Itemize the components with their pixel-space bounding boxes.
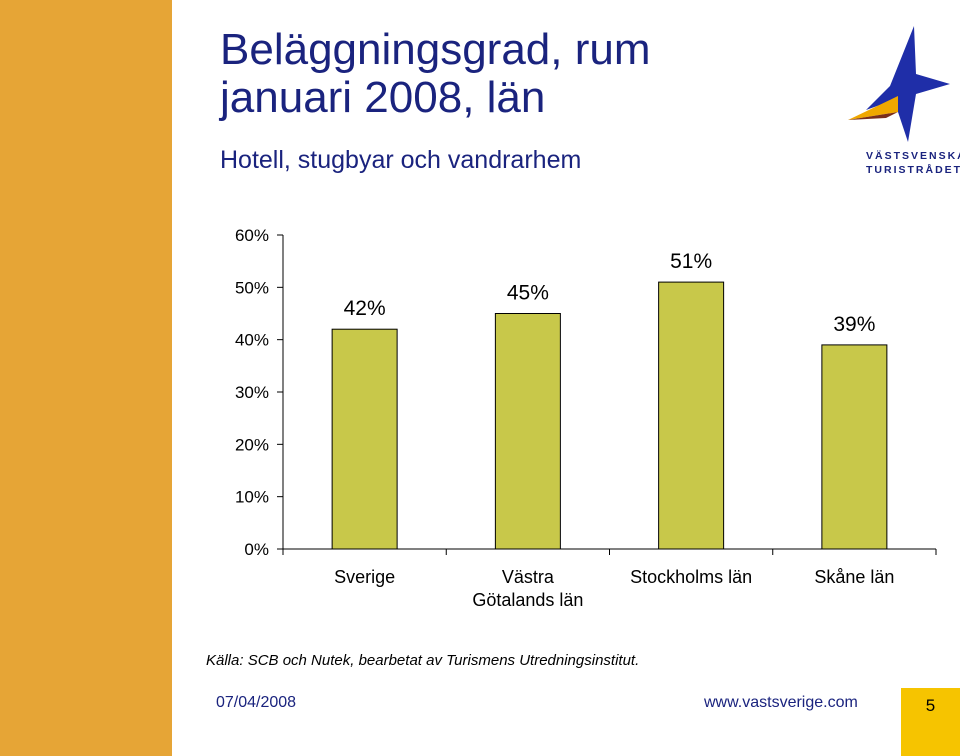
- slide-subtitle: Hotell, stugbyar och vandrarhem: [220, 146, 582, 174]
- page-number: 5: [925, 696, 936, 715]
- data-label: 45%: [507, 282, 549, 305]
- data-label: 51%: [670, 250, 712, 273]
- source-note: Källa: SCB och Nutek, bearbetat av Turis…: [206, 652, 640, 669]
- title-line-1: Beläggningsgrad, rum: [220, 25, 651, 74]
- x-category-label: Stockholms län: [630, 567, 752, 587]
- data-label: 42%: [344, 297, 386, 320]
- x-category-label: Västra: [502, 567, 555, 587]
- bar-chart: 0% 10% 20% 30% 40% 50% 60% 42% Sverige 45% Västra G…: [235, 226, 937, 610]
- y-tick-label: 10%: [235, 488, 269, 507]
- title-line-2: januari 2008, län: [220, 73, 546, 122]
- footer-date: 07/04/2008: [216, 694, 297, 711]
- y-tick-label: 50%: [235, 278, 269, 297]
- y-tick-label: 0%: [244, 540, 269, 559]
- data-label: 39%: [833, 313, 875, 336]
- footer-url: www.vastsverige.com: [704, 694, 858, 711]
- y-tick-label: 40%: [235, 331, 269, 350]
- logo-star-icon: [866, 26, 950, 142]
- x-category-label: Götalands län: [472, 590, 583, 610]
- page-number-box: 5: [901, 688, 960, 756]
- x-category-label: Sverige: [334, 567, 395, 587]
- bar: [821, 344, 888, 550]
- y-tick-label: 30%: [235, 383, 269, 402]
- bar: [494, 313, 561, 550]
- bar: [331, 328, 398, 550]
- y-tick-label: 60%: [235, 226, 269, 245]
- logo-text-line-1: VÄSTSVENSKA: [866, 150, 960, 162]
- side-accent-bar: [0, 0, 172, 756]
- y-tick-label: 20%: [235, 435, 269, 454]
- logo-text-line-2: TURISTRÅDET: [866, 164, 960, 176]
- x-category-label: Skåne län: [814, 567, 894, 587]
- bar: [658, 281, 725, 550]
- vastsvenska-turistradet-logo: [848, 26, 950, 142]
- slide-title: Beläggningsgrad, rum januari 2008, län: [220, 26, 820, 122]
- logo-wing-shadow-icon: [848, 112, 898, 120]
